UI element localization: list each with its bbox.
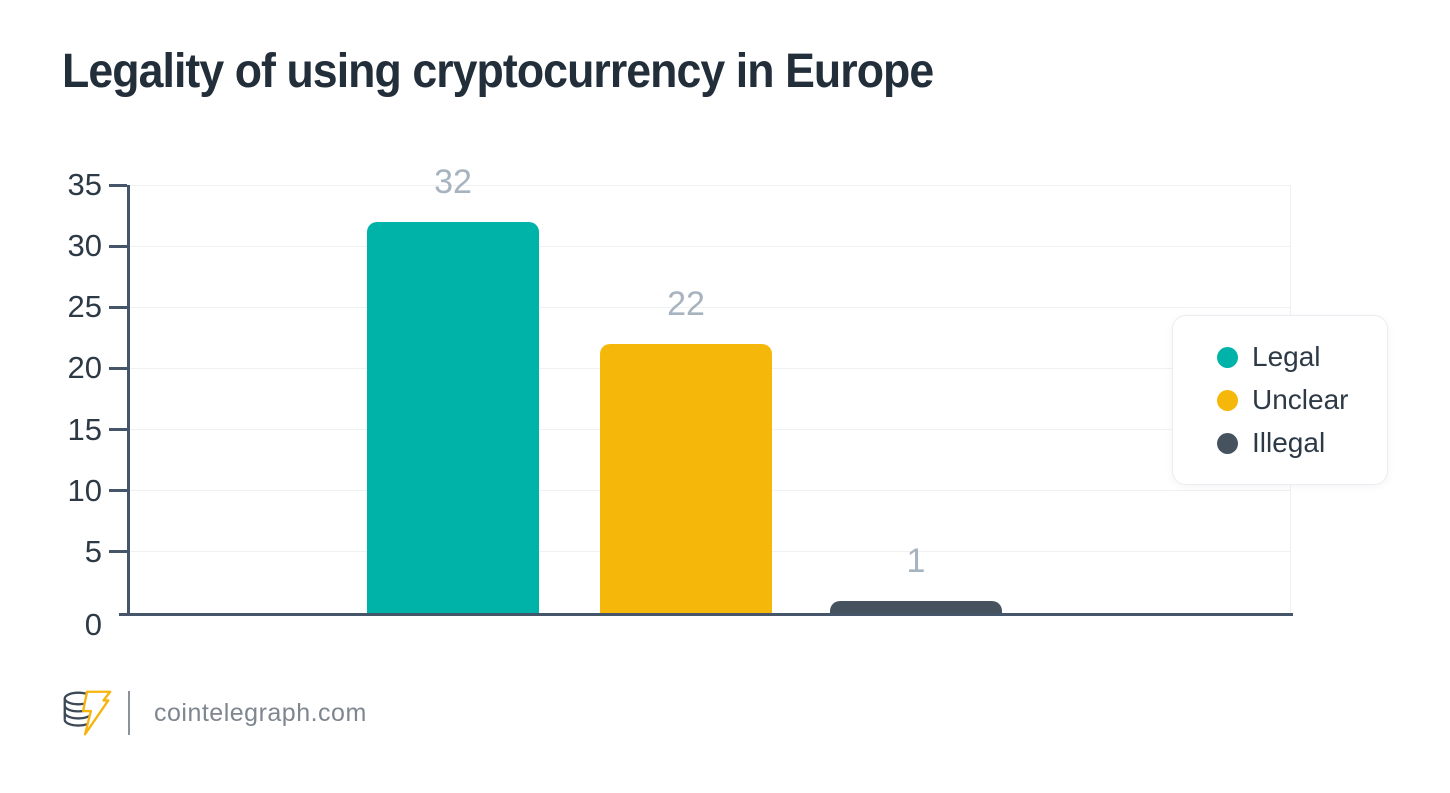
cointelegraph-logo	[63, 690, 112, 736]
y-tick	[109, 366, 127, 370]
source-text: cointelegraph.com	[154, 698, 367, 727]
x-axis-line	[119, 613, 1293, 616]
y-tick-label: 10	[67, 472, 102, 508]
y-tick-label: 30	[67, 228, 102, 264]
bar-unclear	[600, 343, 772, 613]
bar-illegal	[830, 600, 1002, 613]
footer-divider	[128, 691, 130, 735]
legend-swatch-icon	[1217, 389, 1238, 411]
legend-label: Unclear	[1252, 384, 1349, 415]
chart-title: Legality of using cryptocurrency in Euro…	[62, 45, 934, 98]
legend: Legal Unclear Illegal	[1172, 315, 1388, 485]
lightning-bolt-icon	[81, 690, 112, 736]
y-tick	[109, 305, 127, 309]
y-tick	[109, 428, 127, 432]
bar-value-label: 1	[906, 541, 926, 580]
legend-item-legal: Legal	[1217, 342, 1387, 372]
y-axis-line	[127, 185, 130, 616]
y-tick	[109, 489, 127, 493]
legend-swatch-icon	[1217, 346, 1238, 368]
gridline	[130, 306, 1290, 308]
y-tick-label: 35	[67, 167, 102, 202]
legend-item-unclear: Unclear	[1217, 385, 1387, 415]
y-tick	[109, 183, 127, 187]
y-tick-label: 5	[84, 533, 102, 569]
y-tick-label: 15	[67, 411, 102, 447]
bar-value-label: 32	[434, 162, 472, 201]
gridline	[130, 184, 1290, 186]
y-tick	[109, 550, 127, 554]
bar-value-label: 22	[667, 284, 705, 323]
y-tick-label: 20	[67, 350, 102, 386]
gridline	[130, 245, 1290, 247]
bar-legal	[367, 221, 539, 613]
legend-item-illegal: Illegal	[1217, 428, 1387, 458]
source-footer: cointelegraph.com	[58, 684, 367, 742]
y-tick-label: 25	[67, 289, 102, 325]
y-tick	[109, 244, 127, 248]
legend-label: Legal	[1252, 341, 1321, 372]
legend-swatch-icon	[1217, 432, 1238, 454]
legend-label: Illegal	[1252, 427, 1326, 458]
y-tick-label: 0	[84, 607, 102, 642]
